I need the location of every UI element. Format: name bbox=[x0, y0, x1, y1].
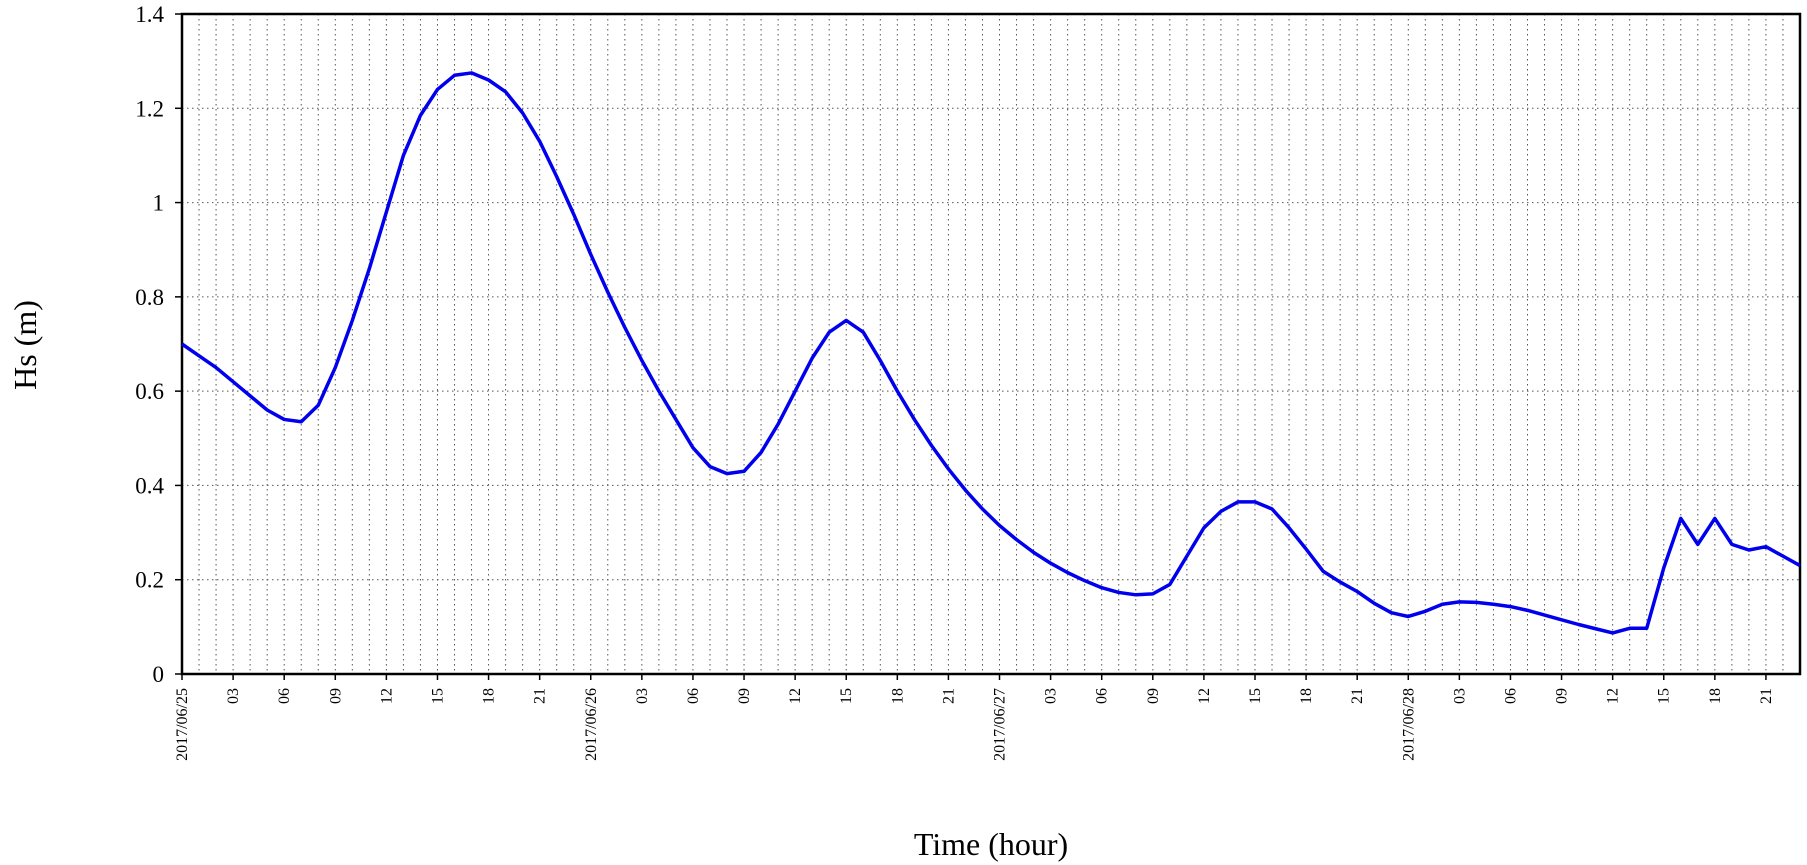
x-tick-label: 18 bbox=[481, 688, 498, 704]
y-tick-label: 0.4 bbox=[135, 473, 164, 498]
y-tick-label: 0.8 bbox=[135, 285, 164, 310]
x-tick-label: 15 bbox=[1247, 688, 1264, 704]
x-tick-label: 03 bbox=[1043, 688, 1060, 704]
x-tick-label: 12 bbox=[787, 688, 804, 704]
x-tick-label: 15 bbox=[838, 688, 855, 704]
y-tick-label: 0.2 bbox=[135, 568, 164, 593]
x-tick-label: 2017/06/25 bbox=[174, 688, 191, 761]
x-tick-label: 2017/06/26 bbox=[583, 688, 600, 761]
data-line bbox=[181, 71, 1801, 635]
x-tick-label: 21 bbox=[1349, 688, 1366, 704]
x-tick-label: 09 bbox=[1145, 688, 1162, 704]
x-tick-label: 15 bbox=[429, 688, 446, 704]
y-tick-label: 0.6 bbox=[135, 379, 164, 404]
x-tick-label: 18 bbox=[1298, 688, 1315, 704]
x-tick-label: 06 bbox=[685, 688, 702, 704]
x-tick-label: 21 bbox=[1758, 688, 1775, 704]
x-tick-label: 03 bbox=[225, 688, 242, 704]
x-tick-label: 12 bbox=[1605, 688, 1622, 704]
x-tick-label: 09 bbox=[1554, 688, 1571, 704]
x-tick-label: 06 bbox=[1502, 688, 1519, 704]
x-tick-label: 06 bbox=[1094, 688, 1111, 704]
x-tick-label: 18 bbox=[1707, 688, 1724, 704]
y-tick-label: 1.4 bbox=[135, 2, 164, 27]
x-tick-label: 2017/06/27 bbox=[992, 688, 1009, 761]
x-tick-label: 2017/06/28 bbox=[1400, 688, 1417, 761]
x-tick-label: 15 bbox=[1656, 688, 1673, 704]
x-tick-label: 06 bbox=[276, 688, 293, 704]
x-tick-label: 03 bbox=[634, 688, 651, 704]
x-tick-label: 03 bbox=[1451, 688, 1468, 704]
plot-frame bbox=[180, 12, 1802, 676]
x-tick-label: 12 bbox=[378, 688, 395, 704]
x-tick-label: 21 bbox=[532, 688, 549, 704]
x-axis-title: Time (hour) bbox=[914, 826, 1068, 862]
y-axis-title: Hs (m) bbox=[7, 300, 43, 390]
x-tick-label: 12 bbox=[1196, 688, 1213, 704]
x-tick-label: 09 bbox=[327, 688, 344, 704]
x-tick-label: 09 bbox=[736, 688, 753, 704]
y-tick-label: 1 bbox=[153, 191, 165, 216]
y-tick-label: 0 bbox=[153, 662, 165, 687]
x-tick-label: 21 bbox=[940, 688, 957, 704]
y-tick-label: 1.2 bbox=[135, 96, 164, 121]
x-tick-label: 18 bbox=[889, 688, 906, 704]
